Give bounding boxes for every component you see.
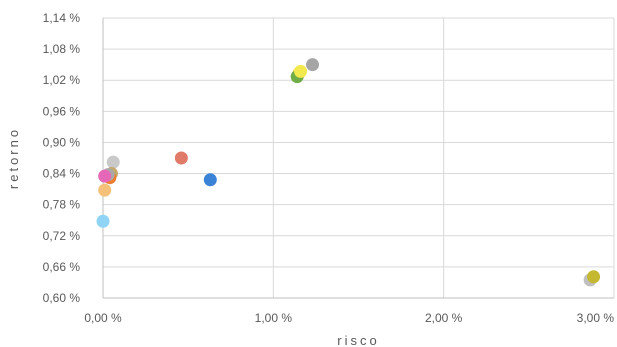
data-point [203, 173, 217, 187]
data-point [106, 155, 120, 169]
y-tick-label: 0,90 % [43, 135, 81, 149]
data-point [98, 169, 112, 183]
data-points [96, 58, 601, 287]
y-tick-label: 0,60 % [43, 291, 81, 305]
x-tick-label: 1,00 % [255, 311, 293, 325]
y-tick-label: 0,96 % [43, 104, 81, 118]
x-tick-labels: 0,00 % 1,00 % 2,00 % 3,00 % [84, 311, 614, 325]
y-tick-label: 1,08 % [43, 42, 81, 56]
y-axis-title: retorno [6, 127, 21, 189]
data-point [306, 58, 320, 72]
y-tick-label: 1,14 % [43, 11, 81, 25]
x-tick-label: 2,00 % [425, 311, 463, 325]
y-tick-labels: 0,60 % 0,66 % 0,72 % 0,78 % 0,84 % 0,90 % 0,96… [43, 11, 81, 305]
x-tick-label: 0,00 % [84, 311, 122, 325]
x-tick-label: 3,00 % [577, 311, 615, 325]
data-point [294, 64, 308, 78]
grid-lines [103, 17, 615, 298]
axes [102, 18, 614, 299]
y-tick-label: 0,66 % [43, 260, 81, 274]
data-point [98, 183, 112, 197]
y-tick-label: 1,02 % [43, 73, 81, 87]
y-tick-label: 0,78 % [43, 198, 81, 212]
data-point [587, 270, 601, 284]
y-tick-label: 0,84 % [43, 167, 81, 181]
data-point [174, 151, 188, 165]
x-axis-title: risco [337, 333, 379, 347]
data-point [96, 214, 110, 228]
y-tick-label: 0,72 % [43, 229, 81, 243]
